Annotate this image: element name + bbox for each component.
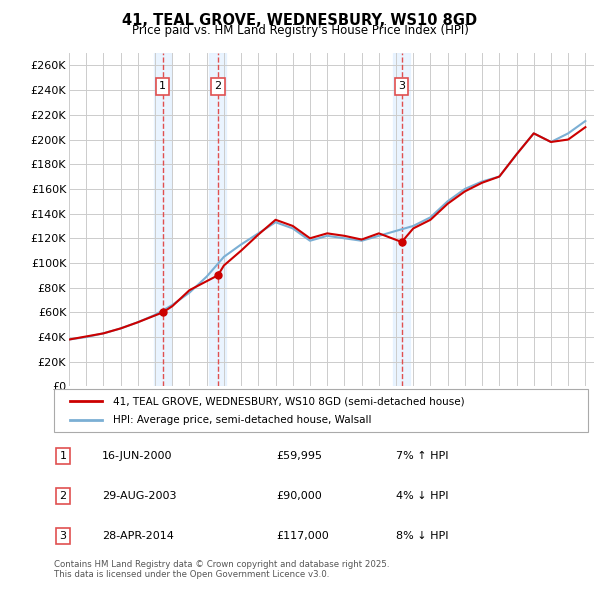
- Text: £90,000: £90,000: [276, 491, 322, 501]
- Text: 41, TEAL GROVE, WEDNESBURY, WS10 8GD (semi-detached house): 41, TEAL GROVE, WEDNESBURY, WS10 8GD (se…: [113, 396, 464, 407]
- Text: 1: 1: [160, 81, 166, 91]
- Text: 3: 3: [398, 81, 405, 91]
- Text: 2: 2: [214, 81, 221, 91]
- Bar: [154, 53, 172, 386]
- Text: 3: 3: [59, 532, 67, 541]
- Text: HPI: Average price, semi-detached house, Walsall: HPI: Average price, semi-detached house,…: [113, 415, 371, 425]
- Text: 28-APR-2014: 28-APR-2014: [102, 532, 174, 541]
- Text: 41, TEAL GROVE, WEDNESBURY, WS10 8GD: 41, TEAL GROVE, WEDNESBURY, WS10 8GD: [122, 13, 478, 28]
- Text: Contains HM Land Registry data © Crown copyright and database right 2025.
This d: Contains HM Land Registry data © Crown c…: [54, 560, 389, 579]
- Text: 1: 1: [59, 451, 67, 461]
- Text: 4% ↓ HPI: 4% ↓ HPI: [396, 491, 449, 501]
- Text: £59,995: £59,995: [276, 451, 322, 461]
- Text: 2: 2: [59, 491, 67, 501]
- Bar: [393, 53, 410, 386]
- Text: 8% ↓ HPI: 8% ↓ HPI: [396, 532, 449, 541]
- Text: Price paid vs. HM Land Registry's House Price Index (HPI): Price paid vs. HM Land Registry's House …: [131, 24, 469, 37]
- Text: £117,000: £117,000: [276, 532, 329, 541]
- Text: 16-JUN-2000: 16-JUN-2000: [102, 451, 173, 461]
- Bar: [209, 53, 226, 386]
- Text: 7% ↑ HPI: 7% ↑ HPI: [396, 451, 449, 461]
- Text: 29-AUG-2003: 29-AUG-2003: [102, 491, 176, 501]
